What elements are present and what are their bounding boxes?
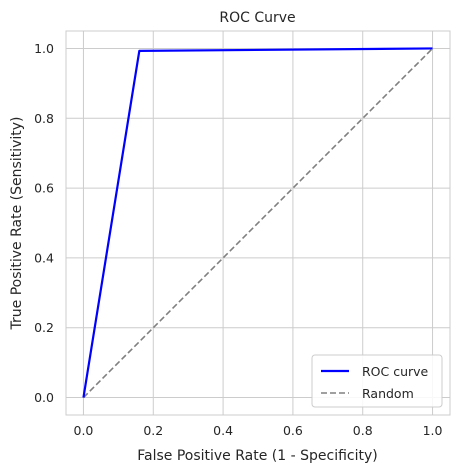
y-tick-label: 0.8: [34, 111, 54, 126]
x-tick-label: 0.8: [353, 423, 373, 438]
y-tick-label: 0.0: [34, 390, 54, 405]
x-axis-label: False Positive Rate (1 - Specificity): [137, 448, 378, 464]
y-tick-label: 1.0: [34, 41, 54, 56]
x-tick-label: 0.6: [283, 423, 303, 438]
y-axis-label: True Positive Rate (Sensitivity): [9, 117, 25, 331]
legend-label-random: Random: [362, 386, 414, 401]
x-tick-label: 0.2: [143, 423, 163, 438]
x-tick-labels: 0.0 0.2 0.4 0.6 0.8 1.0: [74, 423, 443, 438]
legend-label-roc: ROC curve: [362, 364, 429, 379]
y-tick-label: 0.6: [34, 181, 54, 196]
y-tick-label: 0.2: [34, 320, 54, 335]
legend: ROC curve Random: [312, 355, 442, 407]
y-tick-label: 0.4: [34, 250, 54, 265]
x-tick-label: 0.0: [74, 423, 94, 438]
x-tick-label: 0.4: [213, 423, 233, 438]
x-tick-label: 1.0: [423, 423, 443, 438]
y-tick-labels: 0.0 0.2 0.4 0.6 0.8 1.0: [34, 41, 54, 405]
chart-title: ROC Curve: [219, 10, 295, 26]
